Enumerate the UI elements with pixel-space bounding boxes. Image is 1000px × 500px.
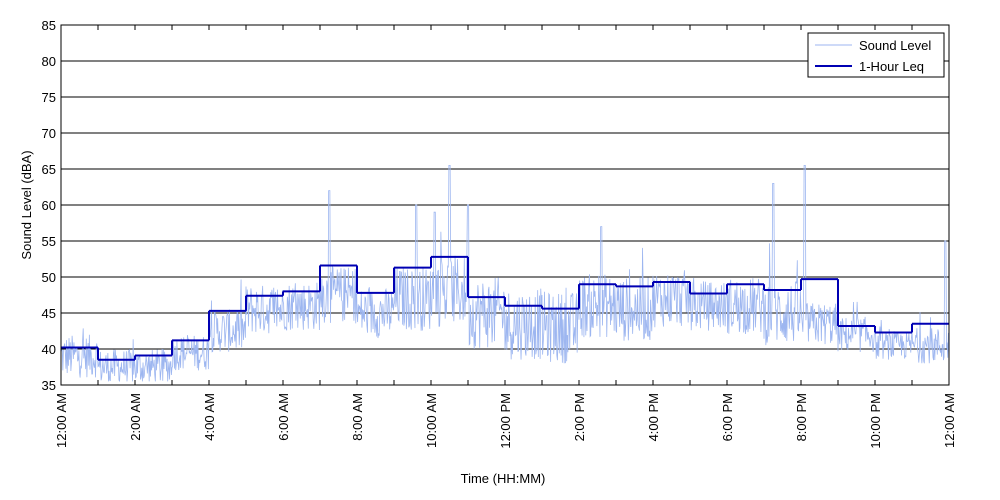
- y-tick-label: 50: [42, 270, 56, 285]
- x-tick-label: 12:00 AM: [54, 393, 69, 448]
- y-axis: 35 40 45 50 55 60 65 70 75 80 85: [42, 18, 66, 393]
- x-tick-label: 4:00 PM: [646, 393, 661, 441]
- x-tick-label: 2:00 AM: [128, 393, 143, 441]
- leq-series: [61, 255, 949, 361]
- x-tick-label: 2:00 PM: [572, 393, 587, 441]
- y-tick-label: 65: [42, 162, 56, 177]
- y-tick-label: 60: [42, 198, 56, 213]
- y-tick-label: 55: [42, 234, 56, 249]
- y-tick-label: 80: [42, 54, 56, 69]
- x-tick-label: 10:00 AM: [424, 393, 439, 448]
- y-tick-label: 85: [42, 18, 56, 33]
- legend-label-sound-level: Sound Level: [859, 38, 931, 53]
- y-tick-label: 75: [42, 90, 56, 105]
- y-tick-label: 70: [42, 126, 56, 141]
- x-tick-label: 6:00 AM: [276, 393, 291, 441]
- x-tick-label: 8:00 AM: [350, 393, 365, 441]
- y-axis-label: Sound Level (dBA): [19, 150, 34, 259]
- legend-box: [807, 32, 945, 78]
- x-tick-label: 12:00 PM: [498, 393, 513, 449]
- x-tick-label: 8:00 PM: [794, 393, 809, 441]
- y-tick-label: 45: [42, 306, 56, 321]
- x-axis: 12:00 AM 2:00 AM 4:00 AM 6:00 AM 8:00 AM 10:0…: [54, 25, 957, 449]
- legend: Sound Level 1-Hour Leq: [807, 32, 945, 78]
- x-tick-label: 6:00 PM: [720, 393, 735, 441]
- legend-label-leq: 1-Hour Leq: [859, 59, 924, 74]
- x-axis-label: Time (HH:MM): [461, 471, 546, 486]
- y-tick-label: 40: [42, 342, 56, 357]
- x-tick-label: 4:00 AM: [202, 393, 217, 441]
- x-tick-label: 10:00 PM: [868, 393, 883, 449]
- x-tick-label: 12:00 AM: [942, 393, 957, 448]
- y-tick-label: 35: [42, 378, 56, 393]
